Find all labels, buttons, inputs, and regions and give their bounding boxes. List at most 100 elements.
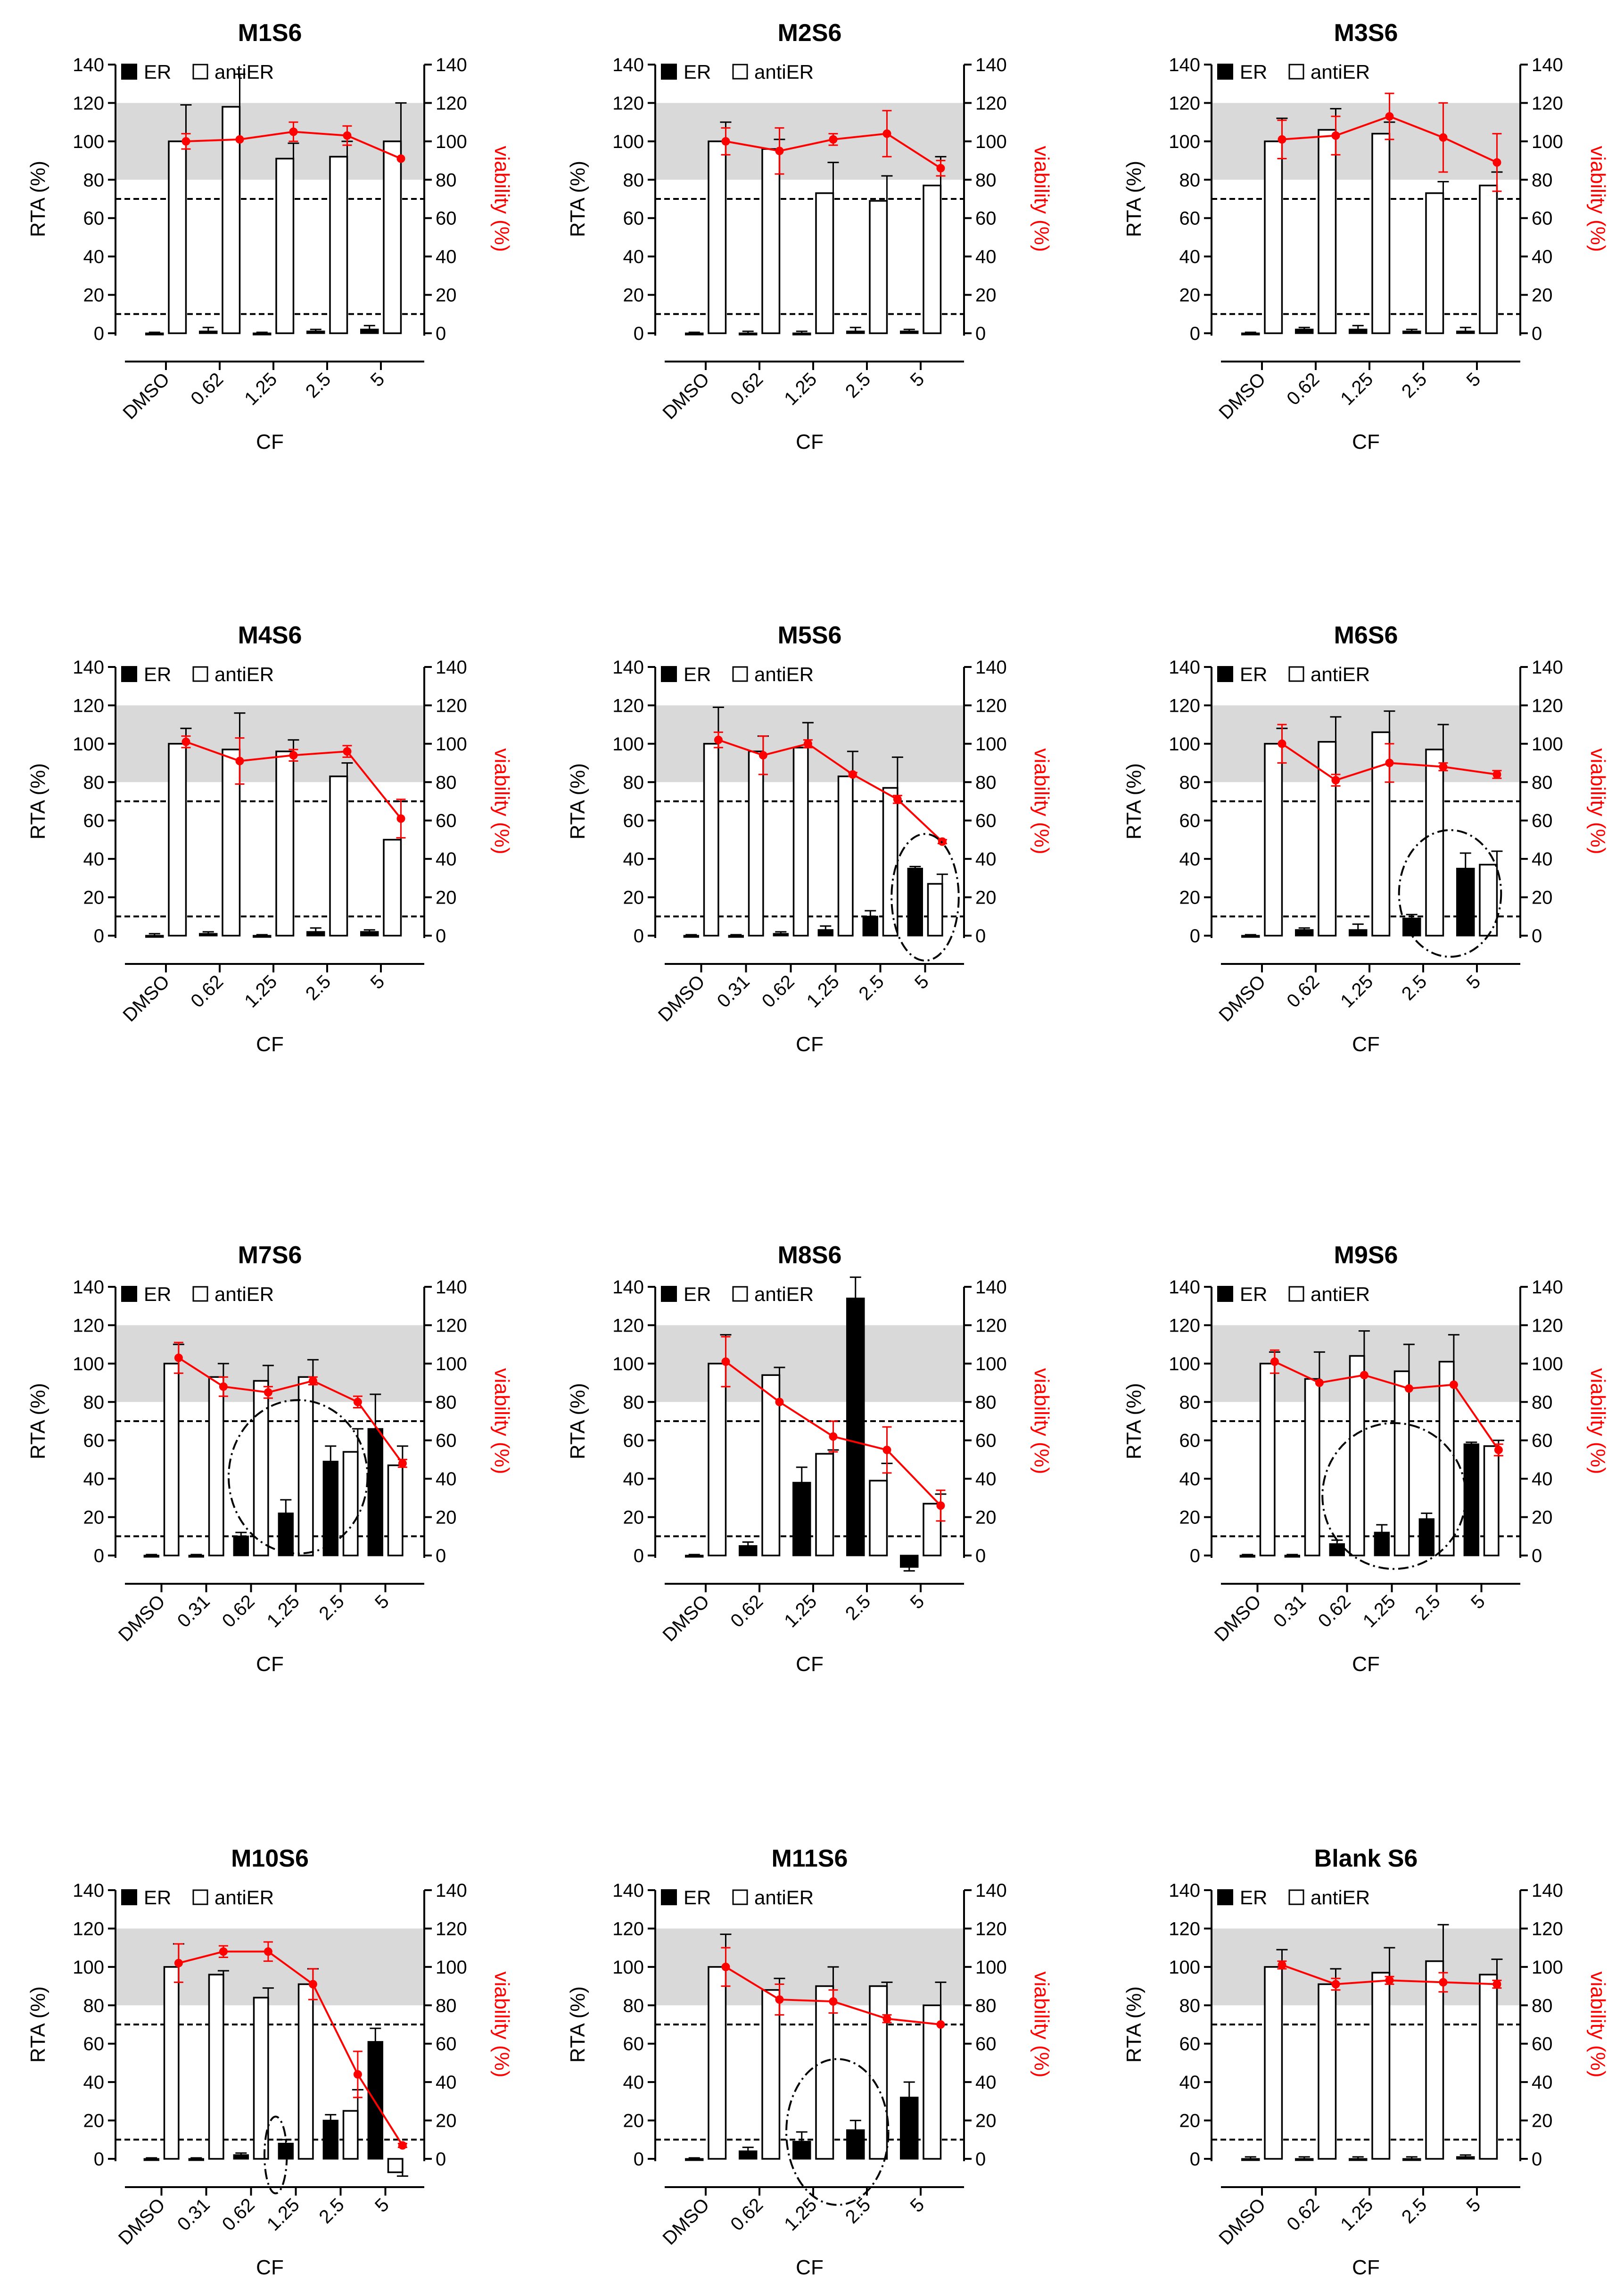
left-tick-label: 20 [623, 1507, 644, 1528]
x-tick-label: 2.5 [855, 971, 888, 1004]
chart-panel-5: 0 0 20 20 40 40 60 60 80 80 100 100 120 120 140 140 DMSO… [566, 622, 1053, 1056]
viability-point [829, 135, 838, 144]
left-tick-label: 0 [94, 323, 104, 344]
left-tick-label: 80 [623, 1392, 644, 1413]
x-tick-label: 1.25 [780, 369, 821, 409]
bar-antier [342, 2110, 359, 2160]
bar-er [1349, 929, 1368, 937]
legend-swatch-antier [732, 1286, 748, 1302]
right-tick-label: 0 [1532, 926, 1542, 946]
left-tick-label: 80 [83, 772, 105, 793]
x-tick-label: 1.25 [1336, 369, 1377, 409]
legend-swatch-antier [732, 1889, 748, 1905]
legend-label-er: ER [1240, 1283, 1267, 1305]
left-tick-label: 140 [73, 657, 104, 678]
x-axis-label: CF [796, 2256, 824, 2279]
right-tick-label: 40 [975, 1469, 997, 1490]
legend-swatch-antier [1288, 1286, 1304, 1302]
legend-label-antier: antiER [1311, 663, 1370, 685]
left-tick-label: 40 [1179, 1469, 1201, 1490]
left-tick-label: 40 [623, 2072, 644, 2093]
chart-panel-3: 0 0 20 20 40 40 60 60 80 80 100 100 120 120 140 140 DMSO… [1122, 19, 1609, 453]
viability-point [1385, 112, 1394, 121]
bar-antier [297, 1983, 314, 2160]
bar-antier [815, 192, 834, 334]
viability-point [396, 154, 405, 163]
bar-er [900, 1555, 919, 1568]
right-tick-label: 120 [1532, 1918, 1563, 1939]
right-tick-label: 20 [1532, 2111, 1553, 2131]
bar-antier [1371, 1972, 1391, 2160]
left-tick-label: 0 [1190, 1546, 1200, 1566]
viability-point [398, 2141, 407, 2150]
left-tick-label: 140 [612, 55, 644, 75]
viability-point [1315, 1378, 1324, 1387]
left-tick-label: 40 [1179, 247, 1201, 267]
bar-er [306, 330, 325, 334]
x-axis-label: CF [256, 430, 284, 453]
chart-title: M9S6 [1334, 1242, 1398, 1269]
bar-antier [927, 883, 943, 937]
left-tick-label: 60 [83, 811, 105, 831]
x-axis-label: CF [256, 2256, 284, 2279]
y2-axis-label: viability (%) [1030, 146, 1053, 252]
x-tick-label: 5 [907, 2194, 929, 2216]
viability-point [219, 1947, 228, 1956]
right-tick-label: 120 [436, 93, 467, 114]
bar-er [1456, 868, 1475, 937]
chart-title: M1S6 [238, 19, 302, 47]
left-tick-label: 40 [1179, 849, 1201, 870]
legend-swatch-antier [192, 64, 208, 80]
viability-point [721, 1962, 730, 1971]
y-axis-label: RTA (%) [1122, 763, 1146, 839]
viability-point [1331, 776, 1340, 785]
highlight-ellipse [785, 2058, 890, 2206]
right-tick-label: 0 [975, 323, 986, 344]
viability-point [343, 131, 352, 140]
right-tick-label: 60 [975, 2034, 997, 2055]
right-tick-label: 120 [436, 1918, 467, 1939]
left-tick-label: 100 [612, 132, 644, 152]
x-tick-label: DMSO [119, 369, 173, 423]
right-tick-label: 80 [436, 170, 457, 190]
x-tick-label: DMSO [1215, 369, 1270, 423]
bar-antier [387, 2158, 404, 2173]
x-tick-label: 1.25 [803, 971, 843, 1012]
y2-axis-label: viability (%) [490, 146, 513, 252]
viability-point [1270, 1357, 1279, 1366]
left-tick-label: 140 [612, 657, 644, 678]
bar-er [792, 2140, 811, 2160]
viability-point [829, 1997, 838, 2006]
chart-panel-12: 0 0 20 20 40 40 60 60 80 80 100 100 120 120 140 140 DMSO… [1122, 1845, 1609, 2279]
bar-er [900, 330, 919, 334]
viability-point [882, 129, 891, 138]
viability-point [1278, 1960, 1286, 1969]
bar-er [1239, 1555, 1256, 1558]
left-tick-label: 0 [634, 1546, 644, 1566]
right-tick-label: 120 [975, 1315, 1007, 1336]
x-tick-label: 2.5 [841, 2194, 874, 2227]
right-tick-label: 80 [1532, 170, 1553, 190]
right-tick-label: 120 [975, 695, 1007, 716]
right-tick-label: 100 [1532, 734, 1563, 755]
right-tick-label: 80 [1532, 1995, 1553, 2016]
bar-er [278, 2142, 294, 2160]
highlight-ellipse [264, 2115, 288, 2195]
bar-er [367, 1428, 383, 1556]
viability-line [178, 1950, 404, 2146]
legend-label-antier: antiER [214, 663, 274, 685]
left-tick-label: 40 [1179, 2072, 1201, 2093]
chart-panel-6: 0 0 20 20 40 40 60 60 80 80 100 100 120 120 140 140 DMSO… [1122, 622, 1609, 1056]
bar-er [792, 1481, 811, 1556]
highlight-ellipse [890, 833, 960, 962]
right-tick-label: 40 [436, 1469, 457, 1490]
right-tick-label: 140 [1532, 1880, 1563, 1901]
x-tick-label: 0.31 [1270, 1591, 1310, 1631]
viability-point [1278, 135, 1286, 144]
viability-point [264, 1947, 272, 1956]
left-tick-label: 40 [83, 1469, 105, 1490]
right-tick-label: 20 [436, 2111, 457, 2131]
left-tick-label: 120 [73, 93, 104, 114]
viability-point [721, 137, 730, 146]
legend-label-antier: antiER [214, 61, 274, 83]
